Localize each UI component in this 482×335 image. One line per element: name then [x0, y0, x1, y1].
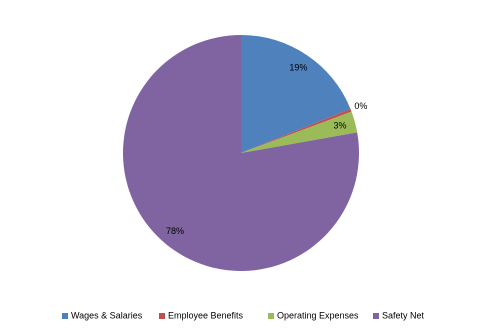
legend-label: Safety Net: [382, 310, 425, 320]
pie-slice: [123, 34, 360, 272]
legend-swatch: [268, 313, 274, 319]
slice-label: 19%: [289, 62, 307, 72]
legend-label: Wages & Salaries: [71, 310, 143, 320]
pie-slice: [241, 108, 352, 153]
legend-label: Operating Expenses: [277, 310, 359, 320]
slice-label: 78%: [166, 226, 184, 236]
slice-label: 0%: [354, 101, 367, 111]
pie-slice: [241, 35, 351, 153]
pie-slice: [241, 111, 358, 153]
legend-label: Employee Benefits: [168, 310, 244, 320]
legend-swatch: [62, 313, 68, 319]
slice-label: 3%: [334, 120, 347, 130]
legend-swatch: [159, 313, 165, 319]
legend-swatch: [373, 313, 379, 319]
